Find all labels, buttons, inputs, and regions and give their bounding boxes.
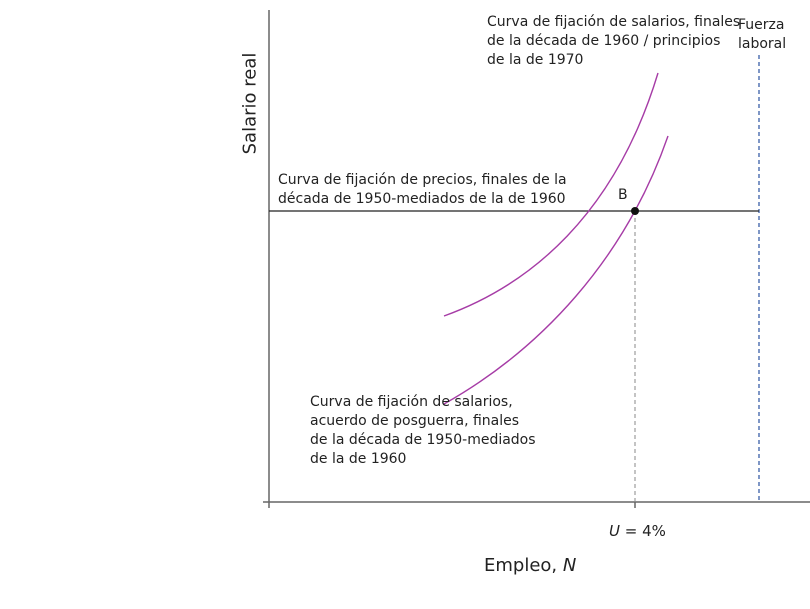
wage-setting-curve-postwar [443,135,669,405]
wage-setting-curve-late [443,72,659,317]
x-tick-var: U [609,522,620,540]
label-line: de la década de 1950-mediados [310,432,536,448]
x-tick-label: U = 4% [609,522,666,541]
price-setting-label: Curva de fijación de precios, finales de… [278,171,567,209]
wage-curve-postwar-label: Curva de fijación de salarios, acuerdo d… [310,393,536,469]
x-axis-label-text: Empleo, [484,555,563,576]
label-line: de la de 1960 [310,451,407,467]
label-line: Fuerza [738,17,785,33]
label-line: Curva de fijación de salarios, finales [487,14,741,30]
labor-force-label: Fuerza laboral [738,16,786,54]
x-tick-rest: = 4% [619,522,666,540]
label-line: Curva de fijación de precios, finales de… [278,172,567,188]
y-axis-label: Salario real [239,52,261,155]
label-line: laboral [738,36,787,52]
x-axis-label-var: N [562,555,577,576]
label-line: década de 1950-mediados de la de 1960 [278,191,566,207]
label-line: acuerdo de posguerra, finales [310,413,520,429]
label-line: de la década de 1960 / principios [487,33,721,49]
point-b [631,207,639,215]
label-line: Curva de fijación de salarios, [310,394,513,410]
label-line: de la de 1970 [487,52,584,68]
wage-curve-late-label: Curva de fijación de salarios, finales d… [487,13,740,70]
point-b-label: B [618,187,628,203]
x-axis-label: Empleo, N [484,555,576,576]
